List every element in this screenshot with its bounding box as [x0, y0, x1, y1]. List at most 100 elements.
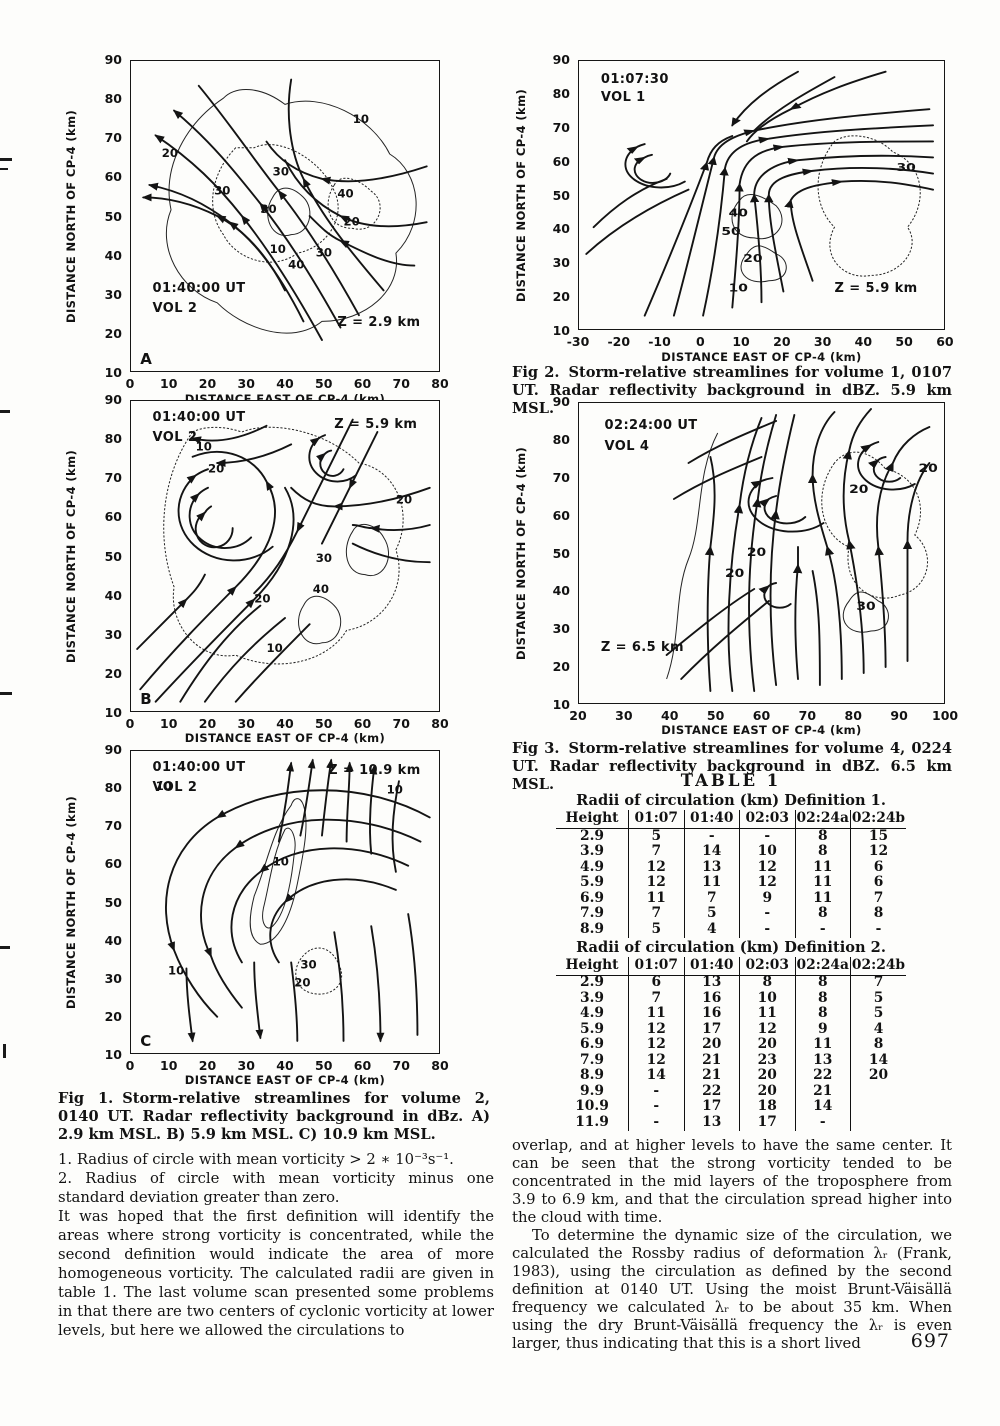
tick-label: 40 — [552, 221, 570, 237]
y-axis-label: DISTANCE NORTH OF CP-4 (km) — [64, 449, 78, 663]
table-row: 6.9 12 20 20 11 8 — [556, 1036, 906, 1053]
tick-label: 80 — [104, 91, 122, 107]
streamline-plot: 10 10 10 30 20 10 — [156, 751, 439, 1053]
contour-label: 20 — [725, 566, 744, 579]
plot-area-fig1b: 10 20 20 30 40 20 10 01:40:00 UT VOL 2 Z… — [130, 400, 440, 712]
fig1-caption-text: Storm-relative streamlines for volume 2,… — [58, 1090, 490, 1143]
table-header-cell: 01:07 — [628, 810, 684, 829]
streamlines — [586, 72, 933, 316]
table-row: 2.9 6 13 8 8 7 — [556, 975, 906, 991]
tick-label: 10 — [160, 376, 178, 391]
tick-label: 70 — [798, 708, 817, 723]
tick-label: 20 — [104, 1008, 122, 1024]
height-label: Z = 5.9 km — [834, 280, 918, 296]
table-cell: 22 — [683, 1084, 740, 1100]
contour-label: 30 — [316, 551, 332, 565]
definition-item-2: 2. Radius of circle with mean vorticity … — [58, 1170, 494, 1206]
tick-label: 30 — [237, 376, 255, 391]
tick-label: 10 — [160, 1058, 178, 1073]
tick-label: 50 — [552, 187, 570, 203]
table-cell: 4 — [683, 922, 740, 938]
table-cell: 11 — [628, 1006, 684, 1022]
table-cell: 11 — [794, 875, 851, 891]
contour-label: 30 — [316, 245, 332, 259]
table-cell — [850, 1115, 906, 1131]
x-axis-ticks: 0 10 20 30 40 50 60 70 80 — [117, 376, 453, 391]
tick-label: 30 — [552, 255, 570, 271]
tick-label: 60 — [353, 1058, 372, 1073]
table-row: 3.9 7 16 10 8 5 — [556, 991, 906, 1007]
table-cell: 5 — [628, 922, 684, 938]
tick-label: 50 — [315, 1058, 333, 1073]
table-row: 8.9 5 4- - - — [556, 922, 906, 938]
table-header-cell: 02:24a — [794, 956, 851, 976]
table-header-cell: 01:40 — [683, 810, 740, 829]
tick-label: 50 — [104, 548, 122, 564]
table-cell: - — [794, 1115, 851, 1131]
contour-label: 20 — [396, 492, 412, 506]
streamlines — [667, 409, 930, 691]
contour-label: 40 — [729, 207, 748, 219]
contour-label: 10 — [267, 641, 283, 655]
tick-label: 50 — [706, 708, 725, 723]
table-cell: 7 — [850, 891, 906, 907]
table-cell: 12 — [739, 1022, 795, 1038]
table-cell: 17 — [739, 1115, 795, 1131]
scan-artifact — [0, 410, 10, 413]
tick-label: 60 — [104, 169, 122, 185]
table-cell: 15 — [850, 828, 906, 845]
tick-label: 20 — [104, 325, 122, 341]
tick-label: 10 — [104, 1047, 122, 1062]
contour-labels: 20 20 20 30 20 — [725, 461, 938, 612]
table-cell: 4.9 — [579, 858, 604, 875]
tick-label: 60 — [353, 376, 372, 391]
contour-label: 20 — [918, 461, 937, 474]
table-cell: 11 — [739, 1006, 795, 1022]
table-cell: - — [683, 828, 740, 845]
y-axis-label: DISTANCE NORTH OF CP-4 (km) — [514, 446, 528, 660]
tick-label: 60 — [104, 856, 122, 872]
table-cell: - — [739, 828, 795, 845]
contour-label: 40 — [337, 186, 353, 200]
table-header-row: Height 01:07 01:40 02:03 02:24a 02:24b — [556, 810, 906, 829]
tick-label: 70 — [104, 818, 122, 834]
tick-label: 30 — [237, 1058, 255, 1073]
radii-table-def2: Height 01:07 01:40 02:03 02:24a 02:24b 2.9 6 13… — [556, 956, 906, 1131]
table-cell: 11 — [683, 875, 740, 891]
contour-label: 20 — [344, 214, 360, 228]
contour-label: 10 — [273, 855, 289, 869]
table-cell: 13 — [683, 975, 740, 991]
tick-label: 90 — [104, 742, 122, 757]
table-row: 8.9 14 21 20 22 20 — [556, 1067, 906, 1084]
tick-label: 90 — [104, 392, 122, 407]
contour-label: 20 — [849, 482, 868, 495]
y-axis-label: DISTANCE NORTH OF CP-4 (km) — [64, 109, 78, 323]
contour-label: 20 — [747, 545, 766, 558]
tick-label: -20 — [607, 334, 631, 349]
table-cell: 11 — [794, 891, 851, 907]
contour-label: 40 — [313, 582, 329, 596]
table-cell: 17 — [683, 1099, 740, 1115]
volume-label: VOL 2 — [152, 301, 198, 317]
tick-label: 70 — [392, 716, 410, 731]
fig2-caption: Fig 2. Storm-relative streamlines for vol… — [512, 364, 952, 418]
table-cell: 6 — [850, 875, 906, 891]
tick-label: 10 — [160, 716, 178, 731]
tick-label: 30 — [615, 708, 633, 723]
table-cell: 3.9 — [579, 989, 604, 1006]
tick-label: 10 — [552, 697, 570, 712]
table-cell: 8.9 — [579, 1067, 604, 1084]
table-cell: 6.9 — [579, 1036, 604, 1053]
contour-label: 30 — [300, 958, 316, 972]
contour-label: 20 — [208, 461, 224, 475]
tick-label: 50 — [315, 716, 333, 731]
y-axis-label: DISTANCE NORTH OF CP-4 (km) — [514, 88, 528, 302]
tick-label: 40 — [276, 376, 294, 391]
contour-label: 20 — [743, 253, 762, 265]
table-cell: 7 — [850, 975, 906, 991]
height-label: Z = 6.5 km — [600, 640, 685, 655]
page-number: 697 — [910, 1330, 950, 1352]
contour-label: 10 — [156, 779, 172, 793]
tick-label: 40 — [104, 587, 122, 603]
contour-labels: 10 20 20 30 40 20 10 — [196, 440, 412, 656]
